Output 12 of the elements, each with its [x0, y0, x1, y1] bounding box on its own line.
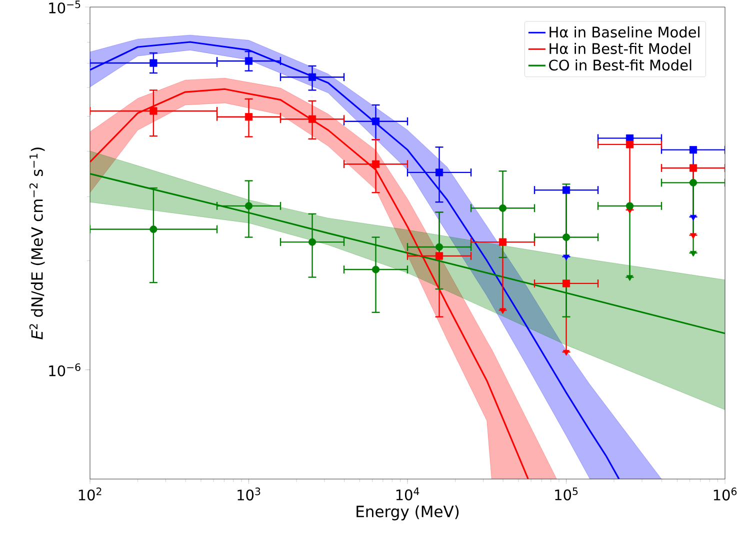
x-axis-title: Energy (MeV) [356, 505, 459, 520]
x-tick-label: 10$^{3}$ [238, 488, 260, 500]
x-tick-label: 10$^{5}$ [555, 488, 578, 500]
legend-label: CO in Best-fit Model [549, 59, 692, 71]
y-axis-title: E$^{2}$ dN/dE (MeV cm$^{−2}$ s$^{−1}$) [29, 148, 45, 340]
x-tick-label: 10$^{6}$ [714, 488, 737, 500]
y-tick-label: 10$^{−6}$ [49, 363, 80, 376]
x-tick-label: 10$^{4}$ [396, 488, 420, 500]
legend-label: Hα in Best-fit Model [550, 42, 690, 54]
legend-label: Hα in Baseline Model [550, 26, 700, 38]
y-tick-label: 10$^{−5}$ [49, 0, 80, 14]
x-tick-label: 10$^{2}$ [78, 488, 102, 500]
